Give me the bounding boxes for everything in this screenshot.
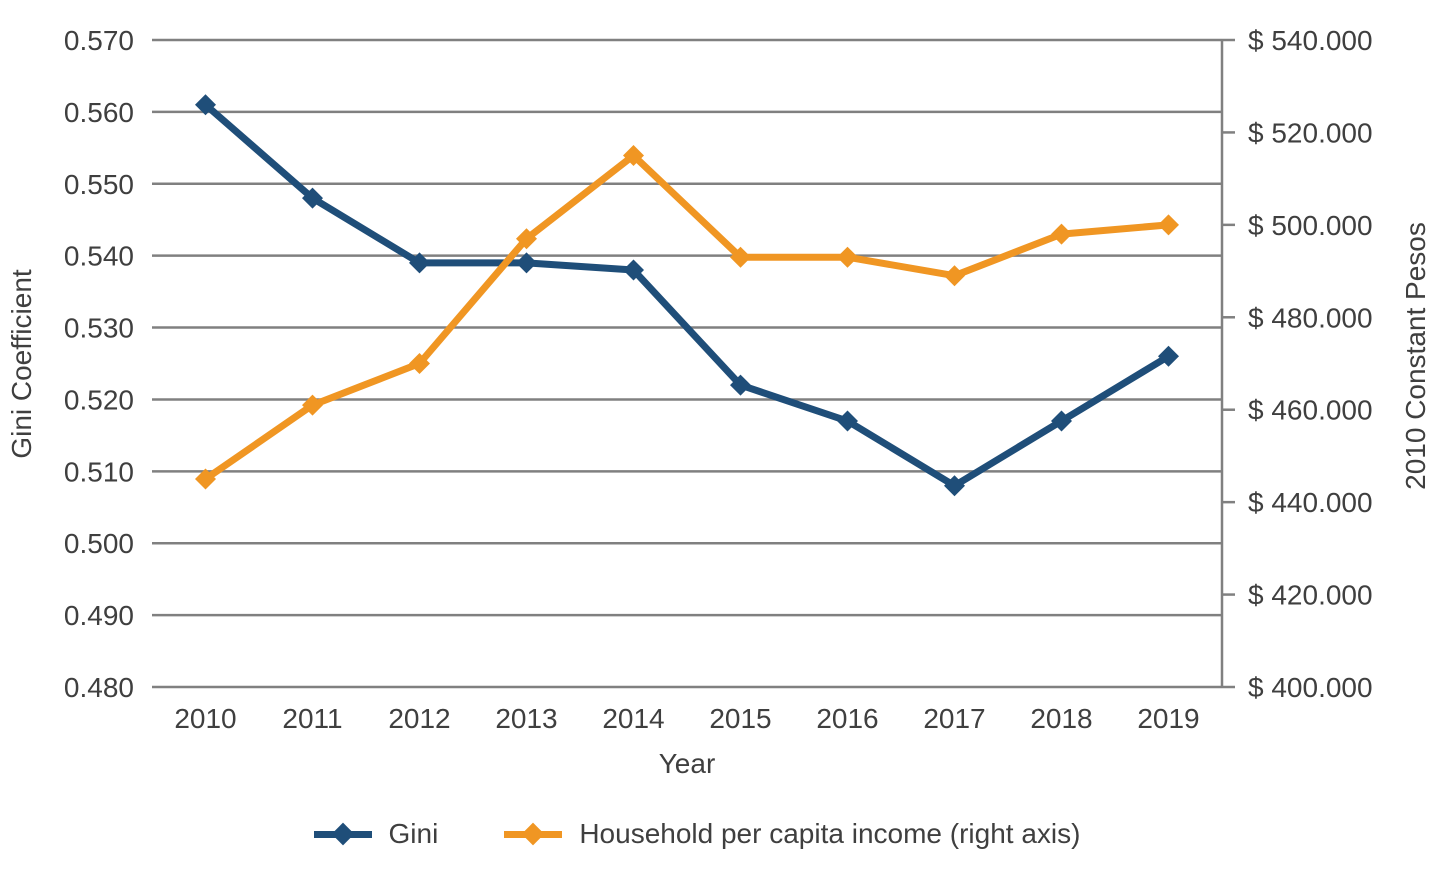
- x-axis-title: Year: [658, 748, 716, 779]
- data-point-marker: [516, 228, 537, 250]
- data-point-marker: [302, 187, 323, 209]
- right-axis-tick-label: $ 400.000: [1248, 672, 1373, 703]
- legend-item: Household per capita income (right axis): [504, 818, 1080, 850]
- x-axis-tick-label: 2011: [282, 703, 342, 734]
- data-point-marker: [1158, 214, 1179, 236]
- data-point-marker: [1051, 223, 1072, 245]
- x-axis-tick-label: 2017: [923, 703, 985, 734]
- chart-canvas: 0.480 0.490 0.500 0.510 0.520 0.530 0.540 0.550…: [64, 25, 1373, 734]
- right-axis-tick-label: $ 460.000: [1248, 395, 1373, 426]
- right-axis-tick-label: $ 500.000: [1248, 210, 1373, 241]
- data-point-marker: [730, 374, 751, 396]
- data-point-marker: [944, 265, 965, 287]
- data-point-marker: [302, 394, 323, 416]
- x-axis-tick-label: 2010: [174, 703, 236, 734]
- left-axis-tick-label: 0.550: [64, 169, 134, 200]
- right-axis-tick-label: $ 440.000: [1248, 487, 1373, 518]
- data-point-marker: [837, 246, 858, 268]
- data-point-marker: [1158, 345, 1179, 367]
- data-point-marker: [195, 94, 216, 116]
- data-point-marker: [623, 259, 644, 281]
- data-point-marker: [837, 410, 858, 432]
- left-axis-tick-label: 0.530: [64, 313, 134, 344]
- left-axis-tick-label: 0.570: [64, 25, 134, 56]
- left-axis-tick-label: 0.490: [64, 600, 134, 631]
- left-axis-tick-label: 0.520: [64, 384, 134, 415]
- right-axis-tick-label: $ 540.000: [1248, 25, 1373, 56]
- data-point-marker: [516, 252, 537, 274]
- right-axis-title: 2010 Constant Pesos: [1400, 222, 1431, 490]
- legend: Gini Household per capita income (right a…: [0, 818, 1394, 850]
- x-axis-tick-label: 2013: [495, 703, 557, 734]
- series-line-gini: [202, 101, 1172, 490]
- data-point-marker: [195, 468, 216, 490]
- data-point-marker: [409, 252, 430, 274]
- legend-diamond-marker-icon: [522, 822, 545, 846]
- left-axis-tick-label: 0.500: [64, 528, 134, 559]
- left-axis-tick-label: 0.540: [64, 241, 134, 272]
- legend-line-swatch: [313, 822, 372, 846]
- left-axis-tick-label: 0.560: [64, 97, 134, 128]
- data-point-marker: [409, 353, 430, 374]
- x-axis-tick-label: 2018: [1030, 703, 1092, 734]
- x-axis-tick-label: 2014: [602, 703, 664, 734]
- series-line-household-per-capita-income-right-axis: [202, 152, 1172, 483]
- data-point-marker: [944, 475, 965, 497]
- legend-diamond-marker-icon: [331, 822, 354, 846]
- left-axis-tick-label: 0.480: [64, 672, 134, 703]
- x-axis-tick-label: 2012: [388, 703, 450, 734]
- right-axis-tick-label: $ 520.000: [1248, 117, 1373, 148]
- data-point-marker: [730, 246, 751, 268]
- left-axis-tick-label: 0.510: [64, 456, 134, 487]
- x-axis-tick-label: 2015: [709, 703, 771, 734]
- x-axis-tick-label: 2019: [1137, 703, 1199, 734]
- left-axis-title: Gini Coefficient: [6, 269, 37, 459]
- legend-label: Gini: [388, 818, 439, 849]
- data-point-marker: [1051, 410, 1072, 432]
- x-axis-tick-label: 2016: [816, 703, 878, 734]
- legend-label: Household per capita income (right axis): [579, 818, 1081, 849]
- legend-line-swatch: [504, 822, 563, 846]
- right-axis-tick-label: $ 480.000: [1248, 302, 1373, 333]
- data-point-marker: [623, 145, 644, 167]
- right-axis-tick-label: $ 420.000: [1248, 580, 1373, 611]
- legend-item: Gini: [313, 818, 439, 850]
